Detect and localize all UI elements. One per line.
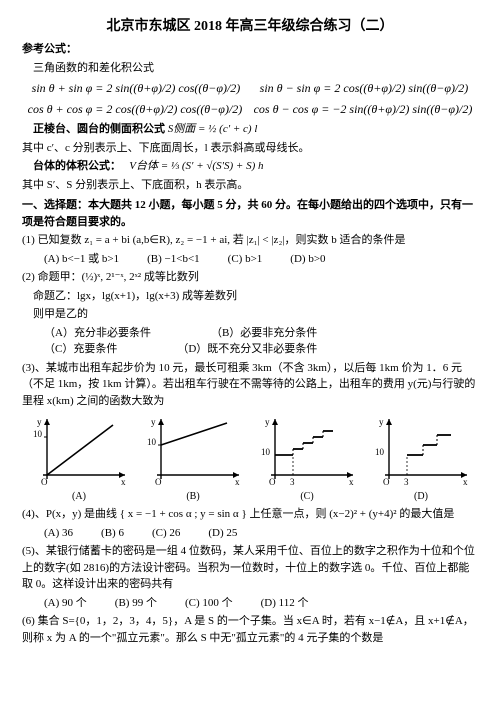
chart-d-xtick: 3: [404, 477, 409, 487]
chart-a-ytick: 10: [33, 429, 43, 439]
q2-choices-row2: （C）充要条件 （D）既不充分又非必要条件: [44, 341, 478, 358]
q1-c: (C) b>1: [228, 251, 263, 268]
chart-a-origin: O: [41, 477, 48, 487]
chart-c-label: (C): [257, 489, 357, 504]
svg-text:y: y: [151, 417, 156, 427]
volume-note: 其中 S′、S 分别表示上、下底面积，h 表示高。: [22, 177, 478, 194]
page-title: 北京市东城区 2018 年高三年级综合练习（二）: [22, 16, 478, 37]
q4-b: (B) 6: [101, 525, 124, 542]
q2-line3: 则甲是乙的: [22, 306, 478, 323]
q5-d: (D) 112 个: [261, 595, 309, 612]
q2-d: （D）既不充分又非必要条件: [177, 341, 317, 358]
chart-a: 10 O x y (A): [29, 415, 129, 504]
formula-2b: cos θ − cos φ = −2 sin((θ+φ)/2) sin((θ−φ…: [254, 100, 473, 118]
chart-b-label: (B): [143, 489, 243, 504]
frustum-head-label: 正棱台、圆台的侧面积公式: [33, 123, 165, 135]
chart-d-ytick: 10: [375, 447, 385, 457]
svg-text:x: x: [463, 477, 468, 487]
frustum-formula: S侧面 = ½ (c′ + c) l: [168, 123, 258, 135]
chart-b-ytick: 10: [147, 437, 157, 447]
svg-text:x: x: [121, 477, 126, 487]
chart-a-label: (A): [29, 489, 129, 504]
q2-c: （C）充要条件: [44, 341, 117, 358]
q2-a: （A）充分非必要条件: [44, 325, 151, 342]
q6: (6) 集合 S={0，1，2，3，4，5}，A 是 S 的一个子集。当 x∈A…: [22, 613, 478, 646]
chart-d-origin: O: [383, 477, 390, 487]
q2-b: （B）必要非充分条件: [211, 325, 317, 342]
formula-2a: cos θ + cos φ = 2 cos((θ+φ)/2) cos((θ−φ)…: [28, 100, 243, 118]
q1-b: (B) −1<b<1: [147, 251, 200, 268]
chart-c-ytick: 10: [261, 447, 271, 457]
svg-text:y: y: [265, 417, 270, 427]
svg-text:x: x: [235, 477, 240, 487]
q1-choices: (A) b<−1 或 b>1 (B) −1<b<1 (C) b>1 (D) b>…: [44, 251, 478, 268]
q4-c: (C) 26: [152, 525, 180, 542]
svg-text:y: y: [379, 417, 384, 427]
section-1-head: 一、选择题：本大题共 12 小题，每小题 5 分，共 60 分。在每小题给出的四…: [22, 197, 478, 230]
frustum-head: 正棱台、圆台的侧面积公式 S侧面 = ½ (c′ + c) l: [22, 121, 478, 138]
q4-d: (D) 25: [208, 525, 237, 542]
q2-line2: 命题乙：lgx，lg(x+1)，lg(x+3) 成等差数列: [22, 288, 478, 305]
trig-head: 三角函数的和差化积公式: [22, 60, 478, 77]
svg-text:y: y: [37, 417, 42, 427]
chart-c-origin: O: [269, 477, 276, 487]
q5-c: (C) 100 个: [185, 595, 233, 612]
chart-b: 10 O x y (B): [143, 415, 243, 504]
q2-choices-row1: （A）充分非必要条件 （B）必要非充分条件: [44, 325, 478, 342]
formula-1a: sin θ + sin φ = 2 sin((θ+φ)/2) cos((θ−φ)…: [32, 79, 241, 97]
q1-a: (A) b<−1 或 b>1: [44, 251, 119, 268]
chart-c-xtick: 3: [290, 477, 295, 487]
q2: (2) 命题甲：(½)ˣ, 2¹⁻ˣ, 2ˣ² 成等比数列: [22, 269, 478, 286]
q5-choices: (A) 90 个 (B) 99 个 (C) 100 个 (D) 112 个: [44, 595, 478, 612]
q5: (5)、某银行储蓄卡的密码是一组 4 位数码，某人采用千位、百位上的数字之积作为…: [22, 543, 478, 593]
formula-row-2: cos θ + cos φ = 2 cos((θ+φ)/2) cos((θ−φ)…: [22, 100, 478, 118]
q3: (3)、某城市出租车起步价为 10 元，最长可租乘 3km（不含 3km），以后…: [22, 360, 478, 410]
formula-1b: sin θ − sin φ = 2 cos((θ+φ)/2) sin((θ−φ)…: [260, 79, 469, 97]
reference-head: 参考公式：: [22, 41, 478, 58]
q5-a: (A) 90 个: [44, 595, 87, 612]
volume-formula: V台体 = ⅓ (S′ + √(S′S) + S) h: [129, 160, 263, 172]
volume-head-label: 台体的体积公式：: [33, 160, 121, 172]
q3-charts: 10 O x y (A) 10 O x y (B): [22, 415, 478, 504]
chart-d: 10 3 O x y (D): [371, 415, 471, 504]
q4: (4)、P(x，y) 是曲线 { x = −1 + cos α ; y = si…: [22, 506, 478, 523]
chart-c: 10 3 O x y (C): [257, 415, 357, 504]
q4-choices: (A) 36 (B) 6 (C) 26 (D) 25: [44, 525, 478, 542]
q4-a: (A) 36: [44, 525, 73, 542]
volume-head: 台体的体积公式： V台体 = ⅓ (S′ + √(S′S) + S) h: [22, 158, 478, 175]
q1-d: (D) b>0: [290, 251, 325, 268]
chart-d-label: (D): [371, 489, 471, 504]
chart-b-origin: O: [155, 477, 162, 487]
frustum-note: 其中 c′、c 分别表示上、下底面周长，l 表示斜高或母线长。: [22, 140, 478, 157]
q1: (1) 已知复数 z₁ = a + bi (a,b∈R), z₂ = −1 + …: [22, 232, 478, 249]
q5-b: (B) 99 个: [115, 595, 157, 612]
formula-row-1: sin θ + sin φ = 2 sin((θ+φ)/2) cos((θ−φ)…: [22, 79, 478, 97]
svg-text:x: x: [349, 477, 354, 487]
